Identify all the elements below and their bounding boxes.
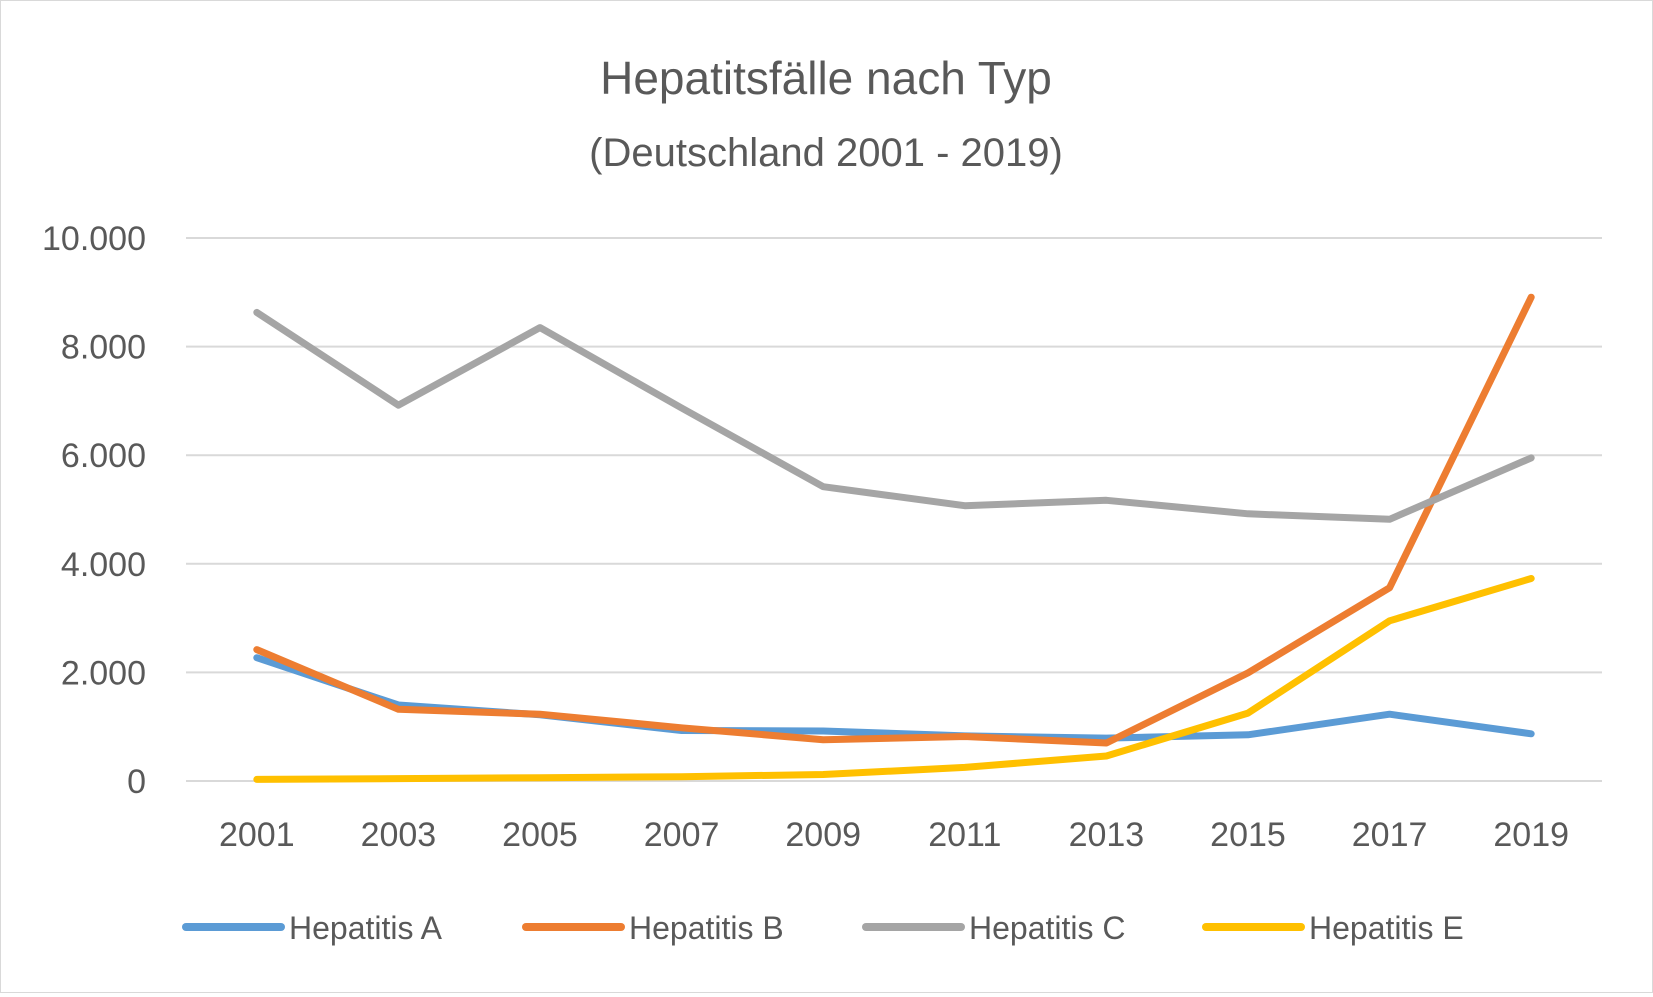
series-lines: [253, 293, 1535, 783]
series-line-hepatitis-a: [253, 654, 1535, 742]
gridlines: [186, 237, 1602, 782]
legend-label: Hepatitis C: [969, 910, 1126, 946]
x-tick-label: 2019: [1493, 816, 1569, 854]
x-tick-label: 2003: [361, 816, 437, 854]
legend-label: Hepatitis B: [629, 910, 784, 946]
y-tick-label: 8.000: [61, 329, 146, 367]
x-tick-label: 2009: [785, 816, 861, 854]
y-tick-label: 0: [127, 763, 146, 801]
y-tick-label: 4.000: [61, 546, 146, 584]
chart-title: Hepatitsfälle nach Typ: [600, 52, 1052, 104]
legend-label: Hepatitis A: [289, 910, 443, 946]
x-tick-label: 2001: [219, 816, 295, 854]
x-tick-label: 2011: [928, 816, 1001, 854]
x-tick-label: 2005: [502, 816, 578, 854]
series-line-hepatitis-b: [253, 293, 1535, 747]
series-line-hepatitis-c: [253, 308, 1535, 523]
y-tick-label: 6.000: [61, 437, 146, 475]
x-tick-label: 2015: [1210, 816, 1286, 854]
y-axis-tick-labels: 0 2.000 4.000 6.000 8.000 10.000: [42, 220, 146, 801]
x-tick-label: 2007: [644, 816, 720, 854]
series-line-hepatitis-e: [253, 575, 1535, 783]
x-tick-label: 2013: [1069, 816, 1145, 854]
legend: Hepatitis A Hepatitis B Hepatitis C Hepatit…: [182, 910, 1464, 946]
chart-subtitle: (Deutschland 2001 - 2019): [589, 131, 1063, 175]
y-tick-label: 2.000: [61, 654, 146, 692]
legend-label: Hepatitis E: [1309, 910, 1464, 946]
y-tick-label: 10.000: [42, 220, 146, 258]
x-tick-label: 2017: [1352, 816, 1428, 854]
x-axis-tick-labels: 2001 2003 2005 2007 2009 2011 2013 2015 2017 2019: [219, 816, 1569, 854]
